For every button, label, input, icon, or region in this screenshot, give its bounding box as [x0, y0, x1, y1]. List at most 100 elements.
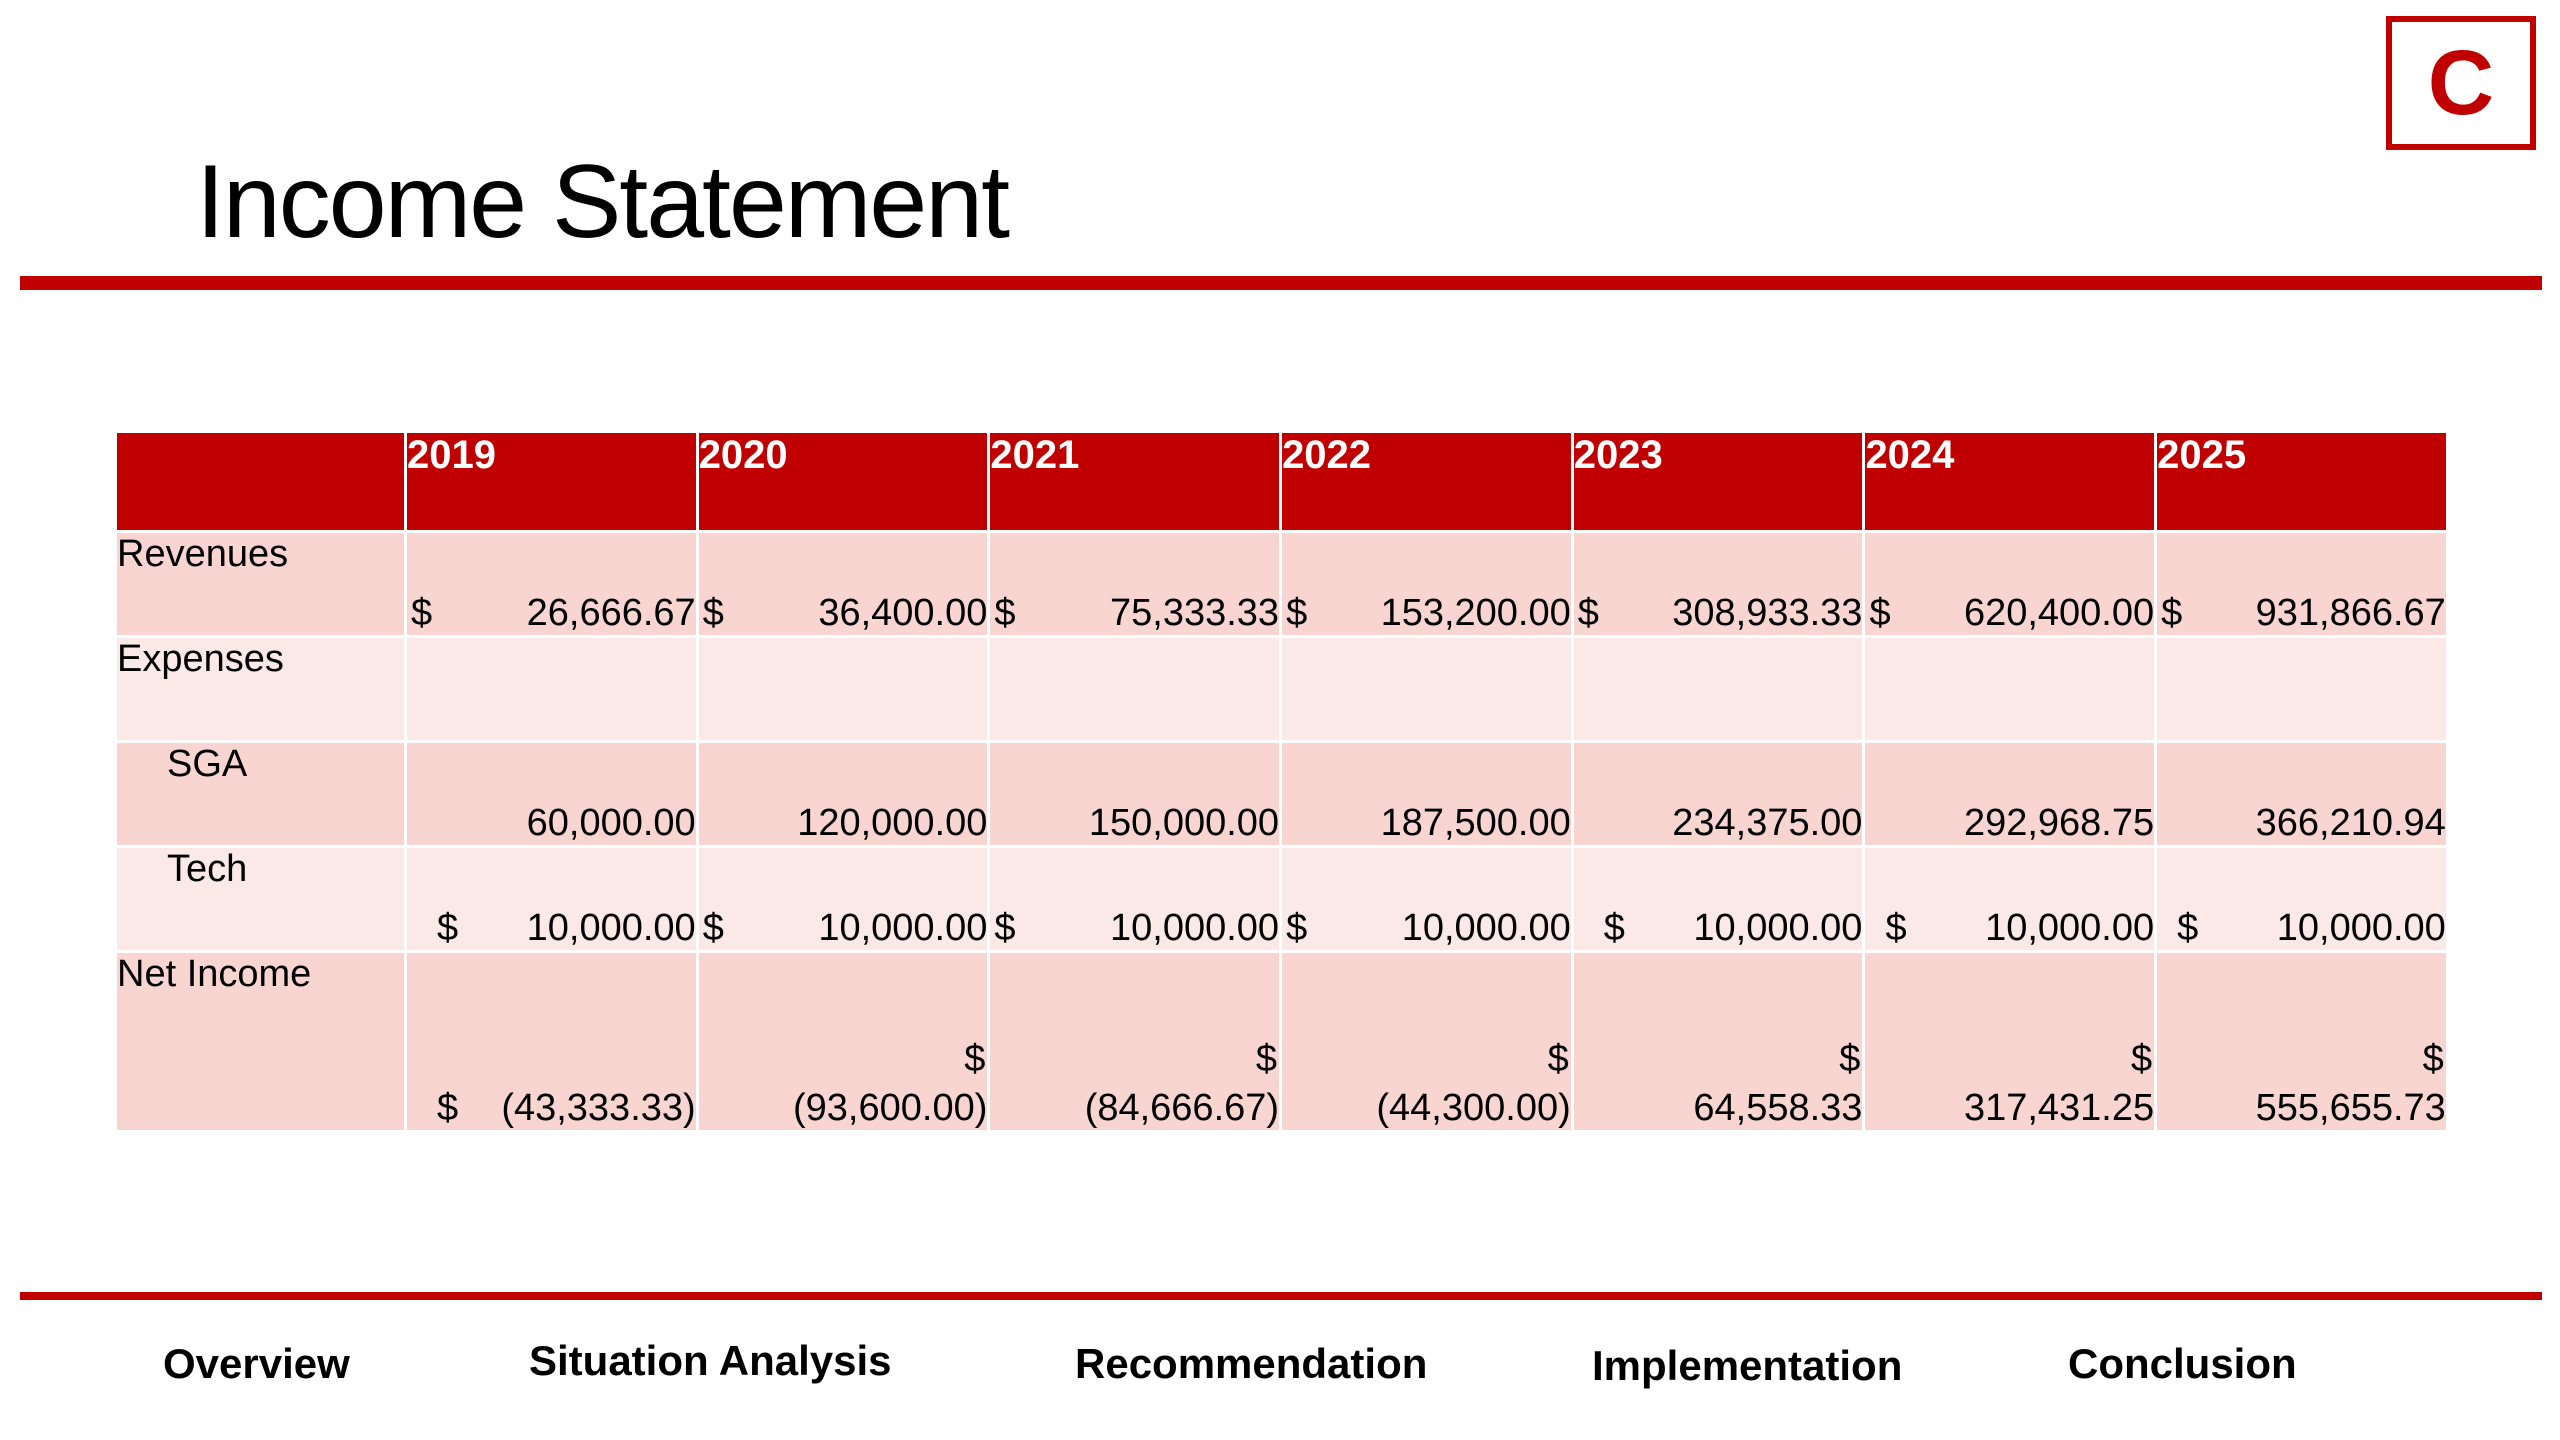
footer-nav: Overview Situation Analysis Recommendati… [0, 1337, 2560, 1420]
revenues-row: Revenues $26,666.67 $36,400.00 $75,333.3… [114, 530, 2449, 638]
cell-value: 10,000.00 [1401, 907, 1571, 949]
year-header: 2021 [987, 430, 1283, 533]
table-cell: $ (43,333.33) [404, 950, 699, 1133]
currency-symbol: $ [1577, 592, 1599, 634]
cell-value: 75,333.33 [1110, 592, 1280, 634]
row-label: Net Income [114, 950, 407, 1133]
title-divider [20, 276, 2542, 290]
table-cell: $308,933.33 [1570, 530, 1866, 638]
cell-value: 931,866.67 [2255, 592, 2446, 634]
currency-symbol: $ [2130, 1038, 2153, 1080]
table-cell: $10,000.00 [2154, 845, 2449, 953]
logo-badge: C [2386, 16, 2536, 150]
cell-value: 187,500.00 [1380, 802, 1571, 844]
table-cell: $ (84,666.67) [987, 950, 1283, 1133]
nav-situation-analysis[interactable]: Situation Analysis [529, 1337, 892, 1384]
cell-value: 292,968.75 [1963, 802, 2155, 844]
table-cell: 60,000.00 [404, 740, 699, 848]
page-title: Income Statement [196, 144, 1010, 260]
table-cell: $10,000.00 [404, 845, 699, 953]
table-cell: $64,558.33 [1570, 950, 1866, 1133]
table-cell: $75,333.33 [987, 530, 1283, 638]
table-cell: 187,500.00 [1279, 740, 1574, 848]
nav-implementation[interactable]: Implementation [1592, 1342, 1903, 1389]
cell-value: 10,000.00 [1985, 907, 2155, 949]
nav-recommendation[interactable]: Recommendation [1075, 1340, 1428, 1387]
table-cell: 234,375.00 [1570, 740, 1866, 848]
currency-symbol: $ [1286, 907, 1308, 949]
cell-value: 26,666.67 [526, 592, 696, 634]
nav-overview[interactable]: Overview [163, 1340, 350, 1387]
currency-symbol: $ [1869, 592, 1891, 634]
cell-value: 10,000.00 [818, 907, 988, 949]
table-cell: $ (93,600.00) [695, 950, 991, 1133]
currency-symbol: $ [2422, 1038, 2444, 1080]
table-cell: $317,431.25 [1862, 950, 2158, 1133]
cell-value: 10,000.00 [1110, 907, 1280, 949]
cell-value: 60,000.00 [526, 802, 696, 844]
table-cell: $36,400.00 [695, 530, 991, 638]
cell-value: 10,000.00 [1693, 907, 1863, 949]
cell-value: (93,600.00) [793, 1087, 988, 1129]
cell-value: 317,431.25 [1963, 1087, 2155, 1129]
cell-value: 366,210.94 [2255, 802, 2446, 844]
table-cell: $931,866.67 [2154, 530, 2449, 638]
currency-symbol: $ [2177, 907, 2199, 949]
currency-symbol: $ [702, 907, 724, 949]
currency-symbol: $ [1603, 907, 1625, 949]
table-cell [1570, 635, 1866, 743]
cell-value: 555,655.73 [2255, 1087, 2446, 1129]
table-cell [2154, 635, 2449, 743]
table-cell: $10,000.00 [1279, 845, 1574, 953]
header-corner-cell [114, 430, 407, 533]
nav-conclusion[interactable]: Conclusion [2068, 1340, 2297, 1387]
table-cell [987, 635, 1283, 743]
table-cell: 120,000.00 [695, 740, 991, 848]
currency-symbol: $ [964, 1038, 986, 1080]
currency-symbol: $ [1885, 907, 1907, 949]
year-header: 2022 [1279, 430, 1574, 533]
table-cell: $ (44,300.00) [1279, 950, 1574, 1133]
table-cell: $10,000.00 [1862, 845, 2158, 953]
cell-value: 150,000.00 [1088, 802, 1280, 844]
table-cell: $10,000.00 [695, 845, 991, 953]
table-cell: $10,000.00 [987, 845, 1283, 953]
currency-symbol: $ [437, 907, 459, 949]
year-header: 2023 [1570, 430, 1866, 533]
income-statement-table: 2019 2020 2021 2022 2023 2024 2025 Reven… [114, 430, 2449, 1133]
table-cell: $10,000.00 [1570, 845, 1866, 953]
table-cell: $26,666.67 [404, 530, 699, 638]
cell-value: 120,000.00 [797, 802, 988, 844]
currency-symbol: $ [1547, 1038, 1569, 1080]
table-cell: $555,655.73 [2154, 950, 2449, 1133]
currency-symbol: $ [1255, 1038, 1278, 1080]
row-label: Revenues [114, 530, 407, 638]
year-header: 2020 [695, 430, 991, 533]
sga-row: SGA 60,000.00 120,000.00 150,000.00 187,… [114, 740, 2449, 848]
year-header: 2019 [404, 430, 699, 533]
table-cell: $153,200.00 [1279, 530, 1574, 638]
row-label: SGA [114, 740, 407, 848]
year-header: 2024 [1862, 430, 2158, 533]
cell-value: 10,000.00 [526, 907, 696, 949]
cell-value: 308,933.33 [1672, 592, 1863, 634]
currency-symbol: $ [1839, 1038, 1861, 1080]
currency-symbol: $ [1286, 592, 1308, 634]
cell-value: 36,400.00 [818, 592, 988, 634]
year-header: 2025 [2154, 430, 2449, 533]
cell-value: (84,666.67) [1084, 1087, 1280, 1129]
cell-value: (44,300.00) [1376, 1087, 1571, 1129]
table-cell [1862, 635, 2158, 743]
cell-value: 64,558.33 [1693, 1087, 1863, 1129]
row-label: Expenses [114, 635, 407, 743]
table-cell: $620,400.00 [1862, 530, 2158, 638]
tech-row: Tech $10,000.00 $10,000.00 $10,000.00 $1… [114, 845, 2449, 953]
currency-symbol: $ [994, 592, 1016, 634]
cell-value: 10,000.00 [2276, 907, 2446, 949]
currency-symbol: $ [411, 592, 433, 634]
currency-symbol: $ [2161, 592, 2183, 634]
table-cell [695, 635, 991, 743]
currency-symbol: $ [702, 592, 724, 634]
currency-symbol: $ [437, 1087, 459, 1129]
